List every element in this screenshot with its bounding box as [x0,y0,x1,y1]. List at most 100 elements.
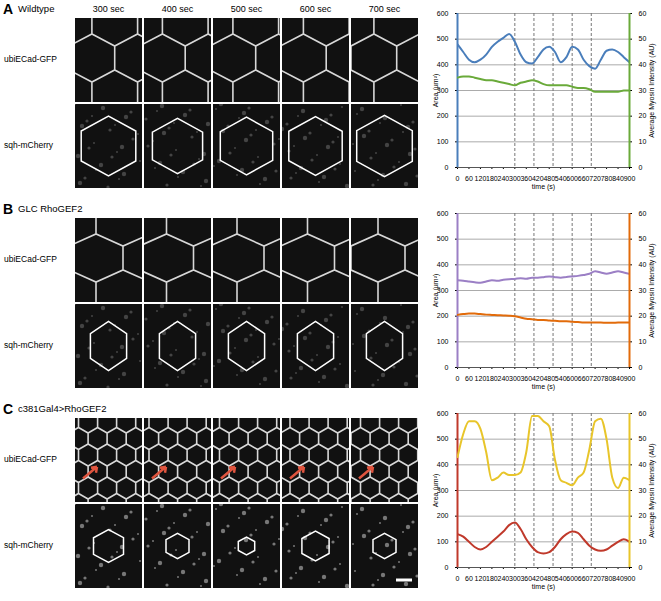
svg-text:50: 50 [639,35,647,42]
svg-text:10: 10 [639,138,647,145]
svg-text:720: 720 [589,175,601,182]
svg-text:660: 660 [578,575,590,582]
svg-text:900: 900 [624,175,636,182]
svg-text:360: 360 [520,375,532,382]
svg-text:30: 30 [639,487,647,494]
svg-text:time (s): time (s) [532,383,555,391]
svg-text:0: 0 [639,364,643,371]
svg-text:50: 50 [639,235,647,242]
svg-text:600: 600 [566,575,578,582]
svg-text:60: 60 [465,575,473,582]
svg-text:0: 0 [639,564,643,571]
svg-text:100: 100 [437,338,449,345]
svg-text:400: 400 [437,261,449,268]
svg-text:300: 300 [509,575,521,582]
svg-text:Area (µm²): Area (µm²) [432,74,440,108]
svg-text:540: 540 [555,375,567,382]
svg-text:20: 20 [639,312,647,319]
svg-text:0: 0 [456,575,460,582]
svg-text:780: 780 [601,175,613,182]
svg-text:540: 540 [555,175,567,182]
svg-text:40: 40 [639,461,647,468]
svg-text:360: 360 [520,575,532,582]
svg-text:40: 40 [639,261,647,268]
svg-text:720: 720 [589,575,601,582]
svg-text:420: 420 [532,575,544,582]
svg-text:20: 20 [639,512,647,519]
svg-text:840: 840 [612,375,624,382]
svg-text:300: 300 [509,175,521,182]
html-text:C c381Gal4>RhoGEF2: C c381Gal4>RhoGEF2 [3,401,107,417]
svg-text:100: 100 [437,538,449,545]
svg-text:60: 60 [465,375,473,382]
svg-text:600: 600 [437,10,449,17]
svg-text:20: 20 [639,112,647,119]
svg-text:780: 780 [601,575,613,582]
svg-text:0: 0 [456,375,460,382]
svg-text:900: 900 [624,375,636,382]
svg-text:500: 500 [437,235,449,242]
svg-text:0: 0 [445,564,449,571]
svg-text:840: 840 [612,175,624,182]
svg-text:120: 120 [475,375,487,382]
html-text:300 sec: 300 sec [92,4,125,14]
svg-text:360: 360 [520,175,532,182]
html-text:B GLC RhoGEF2: B GLC RhoGEF2 [3,201,83,217]
svg-text:Average Myosin Intensity (AU): Average Myosin Intensity (AU) [648,443,656,537]
svg-text:30: 30 [639,87,647,94]
svg-text:180: 180 [486,375,498,382]
html-text:A Wildtype: A Wildtype [3,1,55,17]
svg-text:180: 180 [486,575,498,582]
svg-text:0: 0 [456,175,460,182]
svg-text:Area (µm²): Area (µm²) [432,474,440,508]
svg-text:780: 780 [601,375,613,382]
svg-text:40: 40 [639,61,647,68]
svg-text:600: 600 [566,375,578,382]
svg-text:10: 10 [639,338,647,345]
svg-text:10: 10 [639,538,647,545]
svg-text:120: 120 [475,175,487,182]
svg-text:120: 120 [475,575,487,582]
svg-text:400: 400 [437,461,449,468]
svg-text:60: 60 [465,175,473,182]
svg-text:900: 900 [624,575,636,582]
svg-text:time (s): time (s) [532,583,555,591]
svg-text:100: 100 [437,138,449,145]
svg-text:180: 180 [486,175,498,182]
svg-text:400: 400 [437,61,449,68]
svg-text:540: 540 [555,575,567,582]
svg-text:200: 200 [437,312,449,319]
svg-text:0: 0 [445,164,449,171]
svg-text:240: 240 [498,175,510,182]
svg-text:600: 600 [566,175,578,182]
svg-text:240: 240 [498,575,510,582]
svg-text:time (s): time (s) [532,183,555,191]
svg-text:0: 0 [445,364,449,371]
svg-text:0: 0 [639,164,643,171]
svg-text:60: 60 [639,10,647,17]
svg-text:600: 600 [437,410,449,417]
svg-text:480: 480 [543,575,555,582]
svg-text:Average Myosin Intensity (AU): Average Myosin Intensity (AU) [648,243,656,337]
svg-text:500: 500 [437,35,449,42]
svg-text:Average Myosin Intensity (AU): Average Myosin Intensity (AU) [648,43,656,137]
svg-text:480: 480 [543,175,555,182]
svg-text:840: 840 [612,575,624,582]
svg-text:420: 420 [532,175,544,182]
svg-text:420: 420 [532,375,544,382]
svg-text:200: 200 [437,112,449,119]
svg-text:200: 200 [437,512,449,519]
svg-text:60: 60 [639,210,647,217]
svg-text:Area (µm²): Area (µm²) [432,274,440,308]
svg-text:300: 300 [509,375,521,382]
svg-text:50: 50 [639,435,647,442]
svg-text:500: 500 [437,435,449,442]
svg-text:660: 660 [578,375,590,382]
svg-text:480: 480 [543,375,555,382]
svg-text:30: 30 [639,287,647,294]
svg-text:240: 240 [498,375,510,382]
svg-text:660: 660 [578,175,590,182]
svg-text:600: 600 [437,210,449,217]
svg-text:60: 60 [639,410,647,417]
svg-text:720: 720 [589,375,601,382]
